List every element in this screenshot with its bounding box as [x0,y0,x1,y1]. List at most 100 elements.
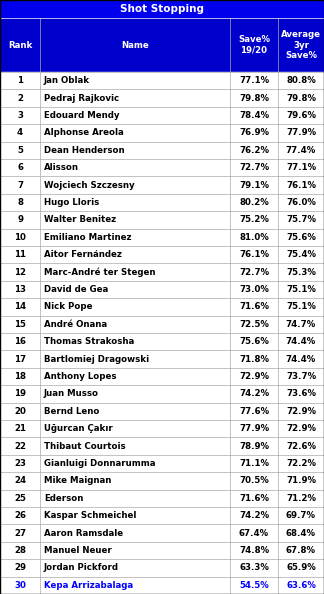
Text: 22: 22 [14,441,26,451]
Text: 28: 28 [14,546,26,555]
Text: 75.2%: 75.2% [239,216,269,225]
Text: Pedraj Rajkovic: Pedraj Rajkovic [44,94,119,103]
Text: Kaspar Schmeichel: Kaspar Schmeichel [44,511,136,520]
Text: 6: 6 [17,163,23,172]
Text: 67.4%: 67.4% [239,529,269,538]
Text: Aitor Fernández: Aitor Fernández [44,250,122,259]
Text: 68.4%: 68.4% [286,529,316,538]
Text: 76.0%: 76.0% [286,198,316,207]
Text: 77.1%: 77.1% [239,76,269,85]
Bar [0,403,324,420]
Text: Edouard Mendy: Edouard Mendy [44,111,120,120]
Text: Manuel Neuer: Manuel Neuer [44,546,112,555]
Text: 65.9%: 65.9% [286,563,316,573]
Text: 72.2%: 72.2% [286,459,316,468]
Text: 77.4%: 77.4% [286,146,316,155]
Text: 70.5%: 70.5% [239,476,269,485]
Text: 79.8%: 79.8% [239,94,269,103]
Text: 13: 13 [14,285,26,294]
Text: Shot Stopping: Shot Stopping [120,4,204,14]
Text: 2: 2 [17,94,23,103]
Text: 10: 10 [14,233,26,242]
Bar [0,507,324,525]
Bar [0,229,324,246]
Bar [0,350,324,368]
Bar [0,107,324,124]
Text: Nick Pope: Nick Pope [44,302,92,311]
Text: 25: 25 [14,494,26,503]
Bar [0,420,324,437]
Text: Ederson: Ederson [44,494,83,503]
Text: 16: 16 [14,337,26,346]
Text: 71.6%: 71.6% [239,494,269,503]
Text: 15: 15 [14,320,26,329]
Text: 74.8%: 74.8% [239,546,269,555]
Text: 23: 23 [14,459,26,468]
Text: 79.1%: 79.1% [239,181,269,189]
Text: 3: 3 [17,111,23,120]
Bar [0,489,324,507]
Text: 74.2%: 74.2% [239,511,269,520]
Text: 18: 18 [14,372,26,381]
Text: 76.2%: 76.2% [239,146,269,155]
Text: Juan Musso: Juan Musso [44,390,99,399]
Text: 75.1%: 75.1% [286,285,316,294]
Text: 71.2%: 71.2% [286,494,316,503]
Bar [0,141,324,159]
Text: 30: 30 [14,581,26,590]
Text: Thibaut Courtois: Thibaut Courtois [44,441,126,451]
Text: 27: 27 [14,529,26,538]
Text: 12: 12 [14,268,26,277]
Bar [0,263,324,281]
Bar [0,0,324,18]
Text: 72.7%: 72.7% [239,163,269,172]
Text: Walter Benitez: Walter Benitez [44,216,116,225]
Text: 69.7%: 69.7% [286,511,316,520]
Text: 63.3%: 63.3% [239,563,269,573]
Text: 1: 1 [17,76,23,85]
Text: 75.4%: 75.4% [286,250,316,259]
Text: Bartlomiej Dragowski: Bartlomiej Dragowski [44,355,149,364]
Text: Rank: Rank [8,40,32,49]
Text: 17: 17 [14,355,26,364]
Text: 77.9%: 77.9% [239,424,269,433]
Text: 77.9%: 77.9% [286,128,316,137]
Text: Alphonse Areola: Alphonse Areola [44,128,124,137]
Text: 21: 21 [14,424,26,433]
Text: 71.9%: 71.9% [286,476,316,485]
Bar [0,211,324,229]
Text: Aaron Ramsdale: Aaron Ramsdale [44,529,123,538]
Bar [0,90,324,107]
Text: 71.6%: 71.6% [239,302,269,311]
Text: 77.1%: 77.1% [286,163,316,172]
Text: Gianluigi Donnarumma: Gianluigi Donnarumma [44,459,156,468]
Text: Bernd Leno: Bernd Leno [44,407,99,416]
Text: 75.1%: 75.1% [286,302,316,311]
Text: 81.0%: 81.0% [239,233,269,242]
Text: Alisson: Alisson [44,163,79,172]
Text: 75.3%: 75.3% [286,268,316,277]
Text: Save%
19/20: Save% 19/20 [238,36,270,55]
Text: 14: 14 [14,302,26,311]
Bar [0,194,324,211]
Bar [0,315,324,333]
Text: 54.5%: 54.5% [239,581,269,590]
Bar [0,368,324,385]
Bar [0,246,324,263]
Text: 74.2%: 74.2% [239,390,269,399]
Bar [0,577,324,594]
Text: Name: Name [121,40,149,49]
Bar [0,472,324,489]
Text: 73.0%: 73.0% [239,285,269,294]
Bar [0,176,324,194]
Text: Jan Oblak: Jan Oblak [44,76,90,85]
Text: 74.4%: 74.4% [286,337,316,346]
Text: 75.6%: 75.6% [239,337,269,346]
Text: André Onana: André Onana [44,320,107,329]
Text: 76.1%: 76.1% [239,250,269,259]
Text: Dean Henderson: Dean Henderson [44,146,125,155]
Bar [0,525,324,542]
Text: 73.7%: 73.7% [286,372,316,381]
Bar [0,281,324,298]
Text: 77.6%: 77.6% [239,407,269,416]
